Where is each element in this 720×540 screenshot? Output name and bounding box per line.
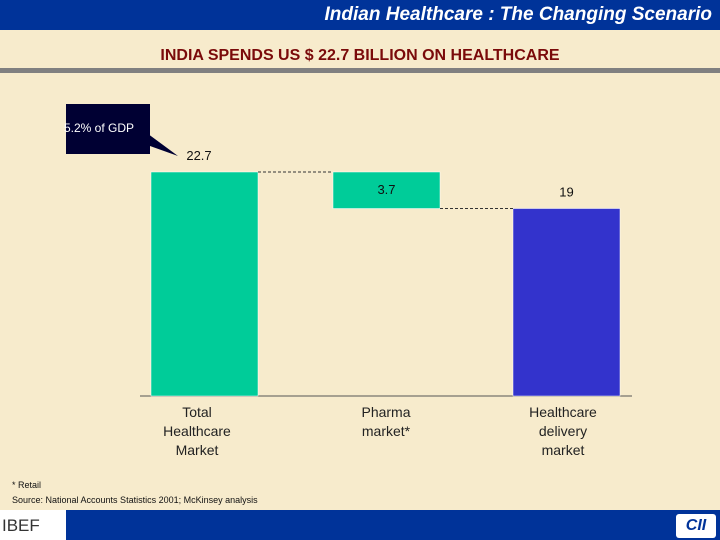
bar-2 <box>332 171 441 209</box>
bar-3 <box>512 208 621 397</box>
header-bar: Indian Healthcare : The Changing Scenari… <box>0 0 720 30</box>
callout-text: 5.2% of GDP <box>64 121 135 135</box>
gdp-callout: 5.2% of GDP <box>64 104 150 154</box>
category-label-delivery: Healthcare delivery market <box>529 404 597 458</box>
data-label-1: 22.7 <box>186 148 211 163</box>
footer-bar <box>66 510 720 540</box>
cii-logo: CII <box>676 514 716 538</box>
header-title: Indian Healthcare : The Changing Scenari… <box>324 4 712 25</box>
ibef-logo: IBEF <box>0 510 66 540</box>
slide-title: INDIA SPENDS US $ 22.7 BILLION ON HEALTH… <box>160 47 560 64</box>
data-label-2: 3.7 <box>377 182 395 197</box>
bar-1 <box>150 171 259 397</box>
divider <box>0 68 720 73</box>
data-label-3: 19 <box>559 185 573 200</box>
source-note: Source: National Accounts Statistics 200… <box>12 495 258 505</box>
footnote: * Retail <box>12 480 42 490</box>
category-label-total: Total Healthcare Market <box>163 404 231 458</box>
category-label-pharma: Pharma market* <box>361 404 411 439</box>
